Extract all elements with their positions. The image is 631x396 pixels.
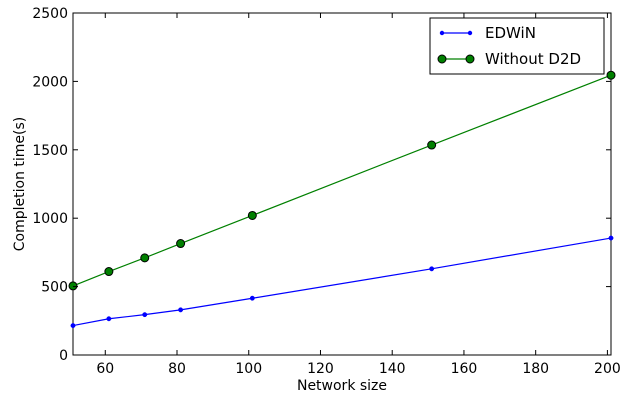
- legend: EDWiN Without D2D: [429, 17, 605, 75]
- x-tick-label: 120: [307, 361, 334, 377]
- series-point-1: [140, 253, 150, 263]
- y-axis: 0 500 1000 1500 2000 2500: [32, 6, 611, 364]
- y-tick-label: 1000: [32, 211, 68, 227]
- x-axis-label: Network size: [297, 378, 387, 394]
- series-point-0: [106, 316, 112, 322]
- series-point-0: [142, 312, 148, 318]
- series-point-1: [68, 281, 78, 291]
- legend-label-1: Without D2D: [485, 50, 581, 68]
- legend-marker-1: [437, 54, 447, 64]
- y-tick-label: 2500: [32, 6, 68, 22]
- series-point-0: [178, 307, 184, 313]
- legend-label-0: EDWiN: [485, 24, 536, 42]
- x-tick-label: 140: [379, 361, 406, 377]
- x-tick-label: 100: [235, 361, 262, 377]
- series-point-1: [606, 70, 616, 80]
- x-tick-label: 60: [96, 361, 114, 377]
- series-line-0: [72, 237, 612, 327]
- series-line-1: [72, 74, 612, 287]
- series-point-1: [176, 239, 186, 249]
- x-tick-label: 180: [522, 361, 549, 377]
- legend-marker-0: [439, 30, 445, 36]
- series-point-1: [104, 267, 114, 277]
- y-tick-label: 500: [41, 280, 68, 296]
- series-point-1: [427, 140, 437, 150]
- plot-frame: [72, 12, 612, 356]
- series-point-0: [429, 266, 435, 272]
- series-point-1: [247, 210, 257, 220]
- series-point-0: [70, 323, 76, 329]
- series-layer: [68, 70, 616, 329]
- y-tick-label: 2000: [32, 74, 68, 90]
- y-axis-label: Completion time(s): [12, 117, 28, 251]
- legend-marker-0: [467, 30, 473, 36]
- legend-box: [429, 17, 605, 75]
- y-tick-label: 0: [59, 348, 68, 364]
- y-tick-label: 1500: [32, 143, 68, 159]
- x-tick-label: 80: [168, 361, 186, 377]
- x-tick-label: 160: [451, 361, 478, 377]
- x-axis: 60 80 100 120 140 160 180 200: [96, 13, 621, 377]
- x-tick-label: 200: [594, 361, 621, 377]
- plot-area: [72, 12, 612, 356]
- series-point-0: [249, 295, 255, 301]
- series-point-0: [608, 235, 614, 241]
- legend-marker-1: [465, 54, 475, 64]
